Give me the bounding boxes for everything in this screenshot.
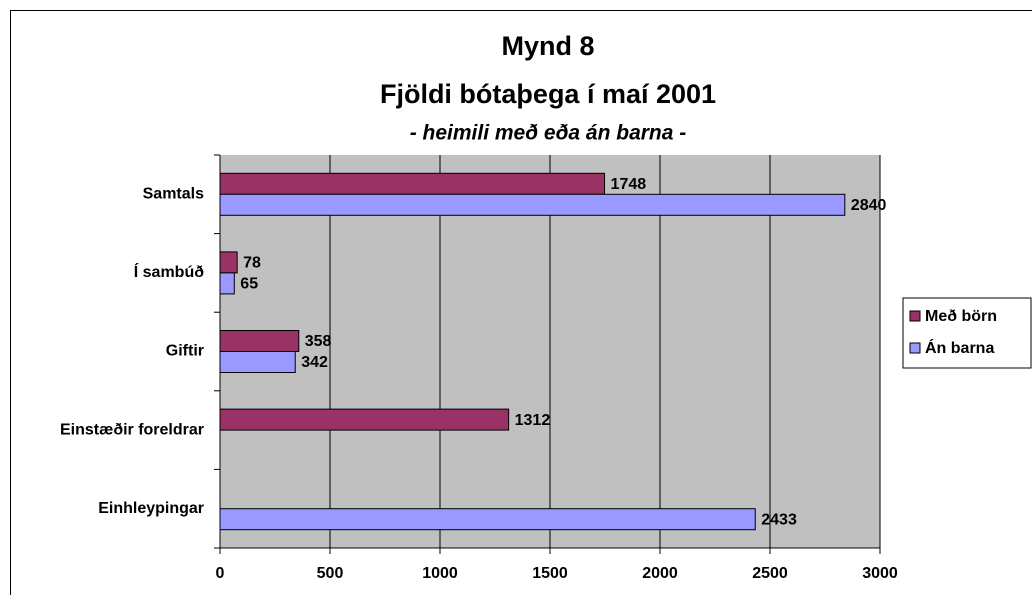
bar xyxy=(219,351,296,373)
x-tick-label: 3000 xyxy=(862,565,898,582)
bar xyxy=(219,193,846,216)
x-tick-label: 0 xyxy=(216,565,225,582)
chart-title: Mynd 8 xyxy=(501,31,594,61)
y-tick-label: Í sambúð xyxy=(134,262,204,281)
legend-label: Án barna xyxy=(925,338,994,357)
data-label: 342 xyxy=(301,354,328,371)
x-tick-label: 1500 xyxy=(532,565,568,582)
y-tick-label: Einhleypingar xyxy=(98,500,204,517)
legend-swatch xyxy=(909,342,921,354)
bar xyxy=(219,508,756,531)
x-tick-label: 1000 xyxy=(422,565,458,582)
y-tick-label: Giftir xyxy=(166,343,204,360)
legend-swatch xyxy=(909,310,921,322)
x-tick-label: 500 xyxy=(317,565,344,582)
data-label: 65 xyxy=(240,276,258,293)
legend-label: Með börn xyxy=(925,308,997,325)
data-label: 2840 xyxy=(851,197,887,214)
y-tick-label: Samtals xyxy=(143,186,204,203)
data-label: 358 xyxy=(305,333,332,350)
bar xyxy=(219,408,510,431)
bar xyxy=(219,172,606,195)
x-tick-label: 2000 xyxy=(642,565,678,582)
bar xyxy=(219,251,238,274)
data-label: 1748 xyxy=(611,176,647,193)
data-label: 78 xyxy=(243,255,261,272)
bar xyxy=(219,272,235,295)
data-label: 1312 xyxy=(515,412,551,429)
x-tick-label: 2500 xyxy=(752,565,788,582)
legend-box xyxy=(902,297,1032,369)
chart-annotation: - heimili með eða án barna - xyxy=(410,122,687,145)
bar xyxy=(219,330,300,352)
data-label: 2433 xyxy=(761,511,797,528)
chart-subtitle: Fjöldi bótaþega í maí 2001 xyxy=(380,79,716,109)
y-tick-label: Einstæðir foreldrar xyxy=(60,421,204,438)
